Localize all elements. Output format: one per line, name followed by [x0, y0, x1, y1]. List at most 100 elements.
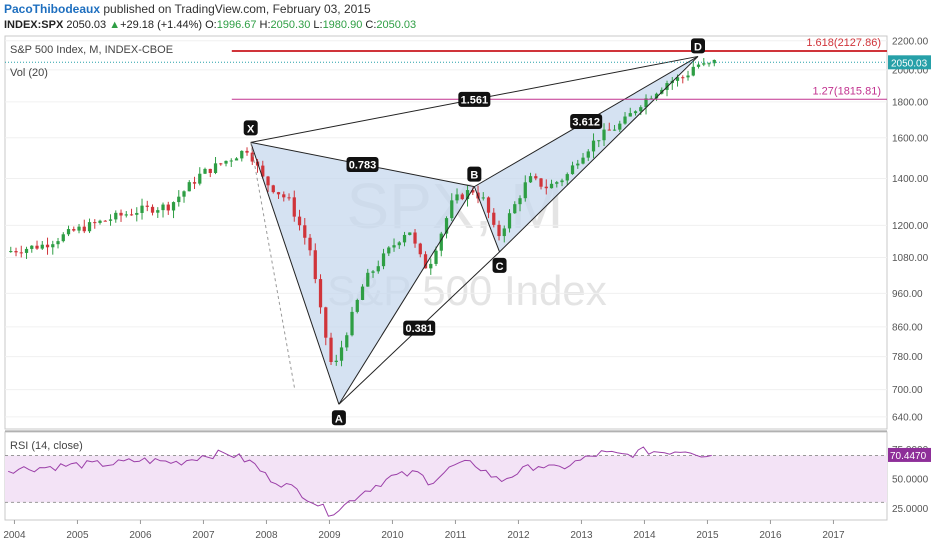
price-tick-label: 960.00 — [892, 289, 923, 300]
candle-body — [329, 337, 333, 363]
candle-body — [623, 116, 627, 124]
candle-body — [681, 77, 685, 79]
candle-body — [439, 233, 443, 251]
pattern-line-cd[interactable] — [499, 56, 699, 253]
candle-body — [418, 243, 422, 255]
candle-body — [292, 197, 296, 217]
candle-body — [19, 252, 23, 254]
rsi-series — [5, 446, 887, 517]
time-tick-label: 2015 — [696, 530, 719, 541]
candle-body — [282, 194, 286, 198]
candle-body — [696, 64, 701, 67]
candle-body — [261, 165, 265, 177]
main-legend[interactable]: S&P 500 Index, M, INDEX-CBOE — [10, 44, 173, 56]
candle-body — [240, 150, 244, 159]
candle-body — [586, 151, 590, 158]
fib-levels[interactable]: 1.618(2127.86) 1.27(1815.81) — [231, 37, 887, 100]
time-tick-label: 2004 — [3, 530, 26, 541]
author-link[interactable]: PacoThibodeaux — [4, 2, 101, 16]
publish-info: published on TradingView.com, February 0… — [103, 2, 371, 16]
high-label: H: — [259, 19, 271, 31]
time-tick-label: 2006 — [129, 530, 152, 541]
candle-body — [308, 237, 312, 251]
rsi-band-fill — [5, 455, 887, 503]
rsi-value-text: 70.4470 — [890, 451, 927, 462]
candle-body — [539, 178, 543, 187]
candle-body — [612, 129, 617, 131]
candle-body — [166, 204, 170, 211]
price-tick-label: 700.00 — [892, 385, 923, 396]
candle-body — [224, 160, 228, 164]
candle-body — [534, 176, 538, 179]
candle-body — [429, 263, 433, 269]
candle-body — [549, 183, 554, 189]
open-value: 1996.67 — [216, 19, 257, 31]
pattern-line-ab[interactable] — [338, 186, 475, 405]
harmonic-pattern-fill — [250, 56, 698, 405]
candle-body — [51, 244, 55, 248]
candle-body — [229, 160, 233, 162]
candle-body — [376, 266, 380, 272]
candle-body — [523, 182, 527, 199]
rsi-legend[interactable]: RSI (14, close) — [10, 440, 83, 452]
ratio-badge-text: 3.612 — [572, 117, 600, 129]
pattern-line-bc[interactable] — [473, 186, 501, 253]
current-price-badge — [888, 55, 931, 70]
candle-body — [602, 129, 606, 141]
price-tick-label: 1800.00 — [892, 97, 929, 108]
candle-body — [360, 286, 365, 300]
candle-body — [434, 250, 438, 264]
fib-label: 1.618(2127.86) — [806, 37, 881, 49]
candle-body — [481, 197, 485, 199]
candle-body — [581, 157, 585, 164]
candle-body — [654, 93, 659, 99]
pattern-line-xa[interactable] — [250, 142, 340, 405]
pattern-labels: 0.783 0.381 3.612 1.561 X A B C D — [243, 38, 705, 426]
candle-body — [350, 311, 354, 336]
candle-body — [103, 220, 107, 222]
ratio-badge-bg — [570, 114, 603, 130]
ratio-badge-0-783: 0.783 — [346, 157, 379, 173]
axes: 2200.00 2000.00 1800.00 1600.00 1400.00 1200.… — [3, 36, 931, 541]
candle-body — [397, 242, 401, 246]
candle-body — [135, 212, 139, 215]
candle-body — [371, 271, 375, 273]
candle-body — [712, 59, 716, 64]
point-label-bg — [492, 257, 507, 273]
close-value: 2050.03 — [376, 19, 417, 31]
rsi-tick-label: 25.0000 — [892, 504, 929, 515]
candle-body — [455, 194, 459, 201]
candle-body — [35, 245, 39, 249]
time-tick-label: 2011 — [445, 530, 467, 541]
close-label: C: — [365, 19, 377, 31]
candle-body — [686, 75, 690, 78]
publish-header: PacoThibodeaux published on TradingView.… — [4, 2, 371, 16]
time-tick-label: 2010 — [381, 530, 404, 541]
ratio-badge-text: 1.561 — [461, 94, 489, 106]
candle-body — [297, 216, 302, 226]
candlesticks — [9, 58, 716, 367]
candle-body — [177, 196, 181, 203]
candle-body — [93, 222, 97, 224]
time-tick-label: 2016 — [759, 530, 782, 541]
candle-body — [213, 163, 218, 173]
candle-body — [555, 182, 559, 184]
volume-legend[interactable]: Vol (20) — [10, 67, 48, 79]
candle-body — [355, 299, 359, 312]
candle-body — [208, 168, 212, 173]
pattern-triangle-bcd — [474, 56, 698, 252]
candle-body — [502, 228, 506, 237]
point-label-text: X — [247, 123, 255, 135]
candle-body — [171, 202, 176, 211]
time-tick-label: 2007 — [192, 530, 215, 541]
candle-body — [82, 226, 86, 232]
price-tick-label: 1600.00 — [892, 133, 929, 144]
candle-body — [98, 220, 102, 223]
candle-body — [492, 212, 496, 225]
price-tick-label: 1080.00 — [892, 253, 929, 264]
point-label-bg — [243, 120, 258, 136]
point-label-a: A — [331, 410, 346, 426]
candle-body — [471, 190, 475, 193]
candle-body — [318, 279, 323, 308]
